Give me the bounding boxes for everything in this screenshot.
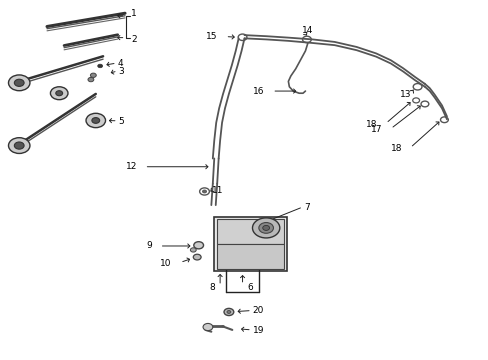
Text: 13: 13 (400, 90, 411, 99)
FancyBboxPatch shape (214, 217, 286, 271)
Circle shape (193, 242, 203, 249)
Circle shape (224, 309, 233, 316)
Circle shape (14, 142, 24, 149)
Circle shape (202, 190, 206, 193)
Text: 12: 12 (125, 162, 137, 171)
Circle shape (203, 323, 212, 330)
Circle shape (226, 311, 230, 314)
Circle shape (88, 77, 94, 82)
Text: 20: 20 (252, 306, 264, 315)
Circle shape (98, 64, 102, 68)
Text: 4: 4 (118, 59, 123, 68)
Circle shape (86, 113, 105, 128)
Text: 5: 5 (119, 117, 124, 126)
Text: 10: 10 (160, 259, 171, 268)
Circle shape (92, 118, 100, 123)
Circle shape (258, 222, 273, 233)
Text: 2: 2 (131, 35, 137, 44)
Bar (216, 244, 284, 269)
Text: 11: 11 (212, 186, 224, 195)
Text: 9: 9 (146, 242, 152, 251)
Circle shape (8, 75, 30, 91)
Text: 1: 1 (131, 9, 137, 18)
Circle shape (190, 248, 196, 252)
Circle shape (50, 87, 68, 100)
Text: 19: 19 (252, 326, 264, 335)
Circle shape (252, 218, 279, 238)
Text: 15: 15 (206, 32, 217, 41)
Text: 16: 16 (252, 86, 264, 95)
Text: 6: 6 (246, 283, 252, 292)
Text: 8: 8 (209, 283, 215, 292)
Circle shape (14, 79, 24, 86)
Text: 7: 7 (304, 203, 309, 212)
Circle shape (56, 91, 62, 96)
Text: 17: 17 (370, 125, 382, 134)
Circle shape (262, 225, 269, 230)
Text: 18: 18 (390, 144, 401, 153)
Circle shape (193, 254, 201, 260)
Circle shape (8, 138, 30, 153)
Text: 3: 3 (119, 67, 124, 76)
Circle shape (90, 73, 96, 77)
Text: 14: 14 (302, 26, 313, 35)
Text: 18: 18 (366, 120, 377, 129)
Bar (216, 219, 284, 244)
